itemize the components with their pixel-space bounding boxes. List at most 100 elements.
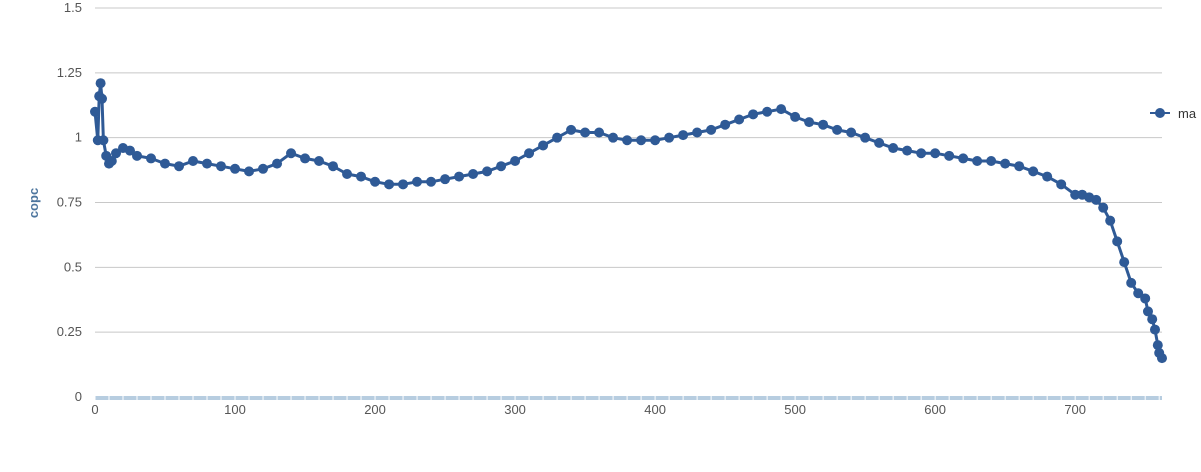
data-point bbox=[98, 135, 109, 146]
y-tick-label: 0.25 bbox=[57, 324, 82, 339]
data-point bbox=[860, 132, 871, 143]
grid-lines bbox=[95, 7, 1162, 333]
data-point bbox=[97, 93, 108, 104]
data-point bbox=[95, 78, 106, 89]
y-tick-label: 0 bbox=[75, 389, 82, 404]
data-point bbox=[538, 140, 549, 151]
legend-label[interactable]: ma bbox=[1178, 106, 1197, 121]
legend[interactable]: ma bbox=[1150, 106, 1197, 121]
data-point bbox=[804, 117, 815, 128]
y-axis-title: copc bbox=[26, 188, 41, 218]
data-point bbox=[146, 153, 157, 164]
y-tick-label: 1.5 bbox=[64, 0, 82, 15]
data-point bbox=[930, 148, 941, 159]
data-point bbox=[748, 109, 759, 120]
data-point bbox=[174, 161, 185, 172]
data-point bbox=[1056, 179, 1067, 190]
data-point bbox=[370, 176, 381, 187]
data-point bbox=[1133, 288, 1144, 299]
data-point bbox=[510, 156, 521, 167]
x-tick-label: 200 bbox=[364, 402, 386, 417]
data-point bbox=[1028, 166, 1039, 177]
data-point bbox=[832, 124, 843, 135]
data-point bbox=[1157, 353, 1167, 364]
data-point bbox=[916, 148, 927, 159]
x-tick-label: 100 bbox=[224, 402, 246, 417]
data-point bbox=[111, 148, 122, 159]
x-tick-label: 700 bbox=[1064, 402, 1086, 417]
data-point bbox=[468, 168, 479, 179]
data-point bbox=[902, 145, 913, 156]
data-point bbox=[188, 156, 199, 167]
data-point bbox=[720, 119, 731, 130]
data-point bbox=[244, 166, 255, 177]
data-point bbox=[1091, 194, 1102, 205]
data-point bbox=[496, 161, 507, 172]
y-tick-label: 0.5 bbox=[64, 259, 82, 274]
data-point bbox=[986, 156, 997, 167]
data-point bbox=[398, 179, 409, 190]
data-point bbox=[440, 174, 451, 185]
data-point bbox=[818, 119, 829, 130]
data-point bbox=[734, 114, 745, 125]
data-point bbox=[286, 148, 297, 159]
data-point bbox=[384, 179, 395, 190]
data-point bbox=[342, 168, 353, 179]
data-point bbox=[216, 161, 227, 172]
data-point bbox=[1098, 202, 1109, 213]
data-point bbox=[622, 135, 633, 146]
x-tick-label: 500 bbox=[784, 402, 806, 417]
y-tick-label: 1 bbox=[75, 130, 82, 145]
x-tick-label: 400 bbox=[644, 402, 666, 417]
x-axis bbox=[94, 396, 1162, 400]
data-point bbox=[272, 158, 283, 169]
data-point bbox=[790, 111, 801, 122]
data-point bbox=[454, 171, 465, 182]
data-point bbox=[1070, 189, 1081, 200]
data-point bbox=[300, 153, 311, 164]
legend-marker-icon bbox=[1155, 108, 1165, 118]
data-point bbox=[230, 163, 241, 174]
data-point bbox=[1112, 236, 1123, 247]
data-point bbox=[125, 145, 136, 156]
data-point bbox=[608, 132, 619, 143]
data-point bbox=[202, 158, 213, 169]
data-point bbox=[314, 156, 325, 167]
data-point bbox=[636, 135, 647, 146]
x-tick-labels: 0 100 200 300 400 500 600 700 bbox=[91, 402, 1086, 417]
x-axis-line bbox=[95, 396, 1162, 400]
data-point bbox=[762, 106, 773, 117]
data-point bbox=[776, 104, 787, 115]
data-point bbox=[664, 132, 675, 143]
data-point bbox=[1149, 324, 1160, 335]
data-point bbox=[90, 106, 100, 117]
data-point bbox=[328, 161, 339, 172]
data-point bbox=[678, 130, 689, 141]
data-point bbox=[888, 143, 899, 154]
data-point bbox=[1000, 158, 1011, 169]
data-point bbox=[944, 150, 955, 161]
data-point bbox=[1014, 161, 1025, 172]
data-point bbox=[874, 137, 885, 148]
data-point bbox=[1142, 306, 1153, 317]
x-tick-label: 0 bbox=[91, 402, 98, 417]
data-point bbox=[106, 156, 117, 167]
data-point bbox=[356, 171, 367, 182]
data-point bbox=[1126, 277, 1137, 288]
data-point bbox=[160, 158, 171, 169]
data-point bbox=[1105, 215, 1116, 226]
y-tick-label: 0.75 bbox=[57, 195, 82, 210]
data-point bbox=[580, 127, 591, 138]
data-point bbox=[566, 124, 577, 135]
data-point bbox=[1119, 257, 1130, 268]
data-point bbox=[482, 166, 493, 177]
data-point bbox=[846, 127, 857, 138]
data-point bbox=[1147, 314, 1158, 325]
series-ma bbox=[90, 78, 1167, 364]
data-point bbox=[552, 132, 563, 143]
data-point bbox=[426, 176, 437, 187]
data-point bbox=[958, 153, 969, 164]
y-tick-label: 1.25 bbox=[57, 65, 82, 80]
data-point bbox=[650, 135, 661, 146]
